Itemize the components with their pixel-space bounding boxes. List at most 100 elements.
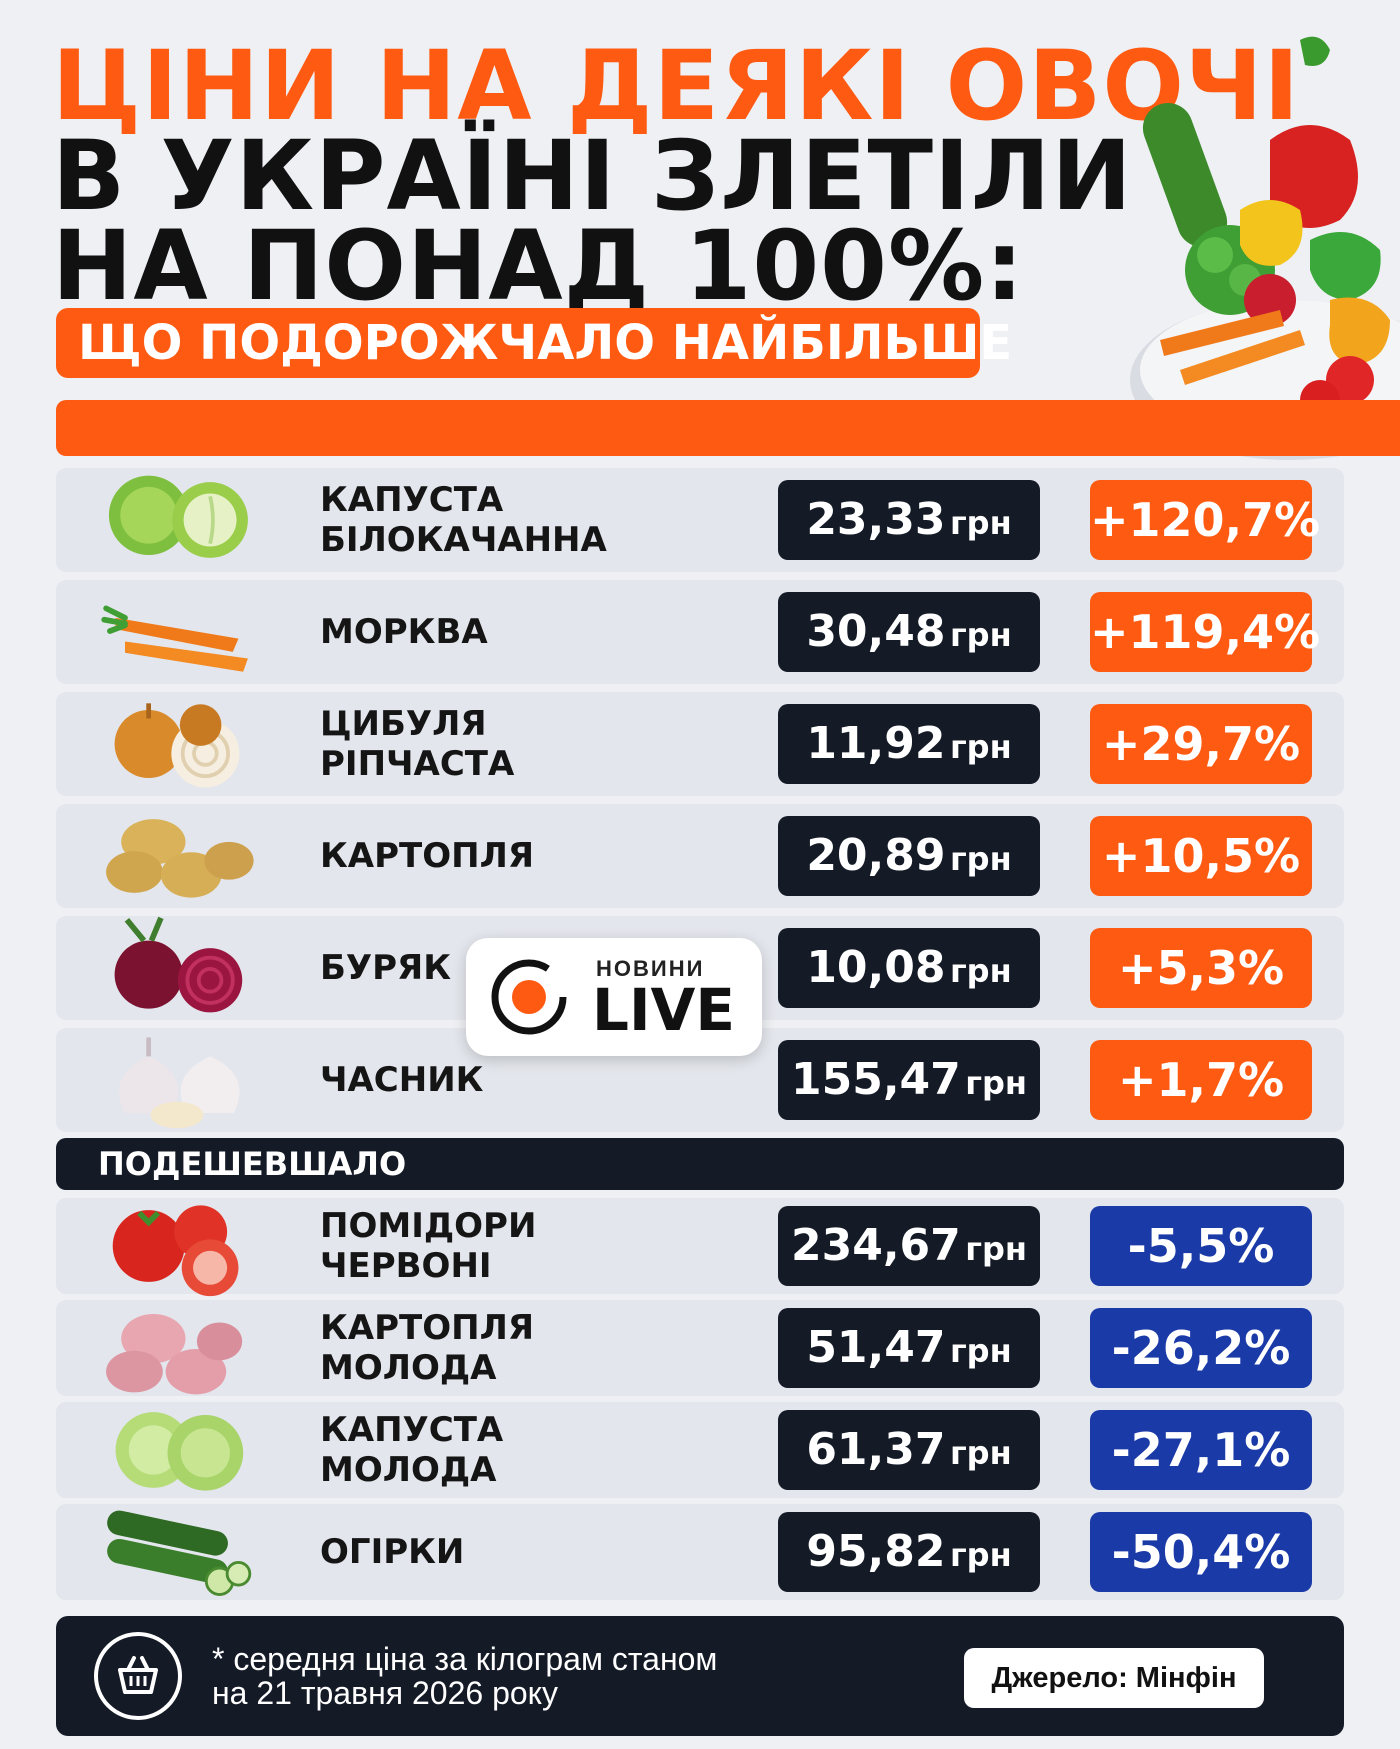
vegetable-name: ОГІРКИ [320, 1532, 464, 1572]
cabbage-icon [108, 475, 248, 558]
price-badge: 61,37 грн [778, 1410, 1040, 1490]
price-badge: 23,33 грн [778, 480, 1040, 560]
footnote: * середня ціна за кілограм станом на 21 … [212, 1642, 717, 1710]
price-badge: 10,08 грн [778, 928, 1040, 1008]
vegetable-name: БУРЯК [320, 948, 451, 988]
price-value: 30,48 [806, 606, 946, 657]
change-badge: +1,7% [1090, 1040, 1312, 1120]
basket-icon [94, 1632, 182, 1720]
vegetable-name-line-2: МОЛОДА [320, 1348, 497, 1388]
title-line-3: НА ПОНАД 100%: [52, 210, 1025, 322]
carrot-icon [101, 605, 248, 672]
vegetable-name-line-1: ОГІРКИ [320, 1532, 465, 1572]
table-row: КАРТОПЛЯ МОЛОДА 51,47 грн -26,2% [56, 1300, 1344, 1396]
price-badge: 51,47 грн [778, 1308, 1040, 1388]
vegetable-name-line-1: КАРТОПЛЯ [320, 1308, 534, 1348]
table-row: ЧАСНИК 155,47 грн +1,7% [56, 1028, 1344, 1132]
young-cabbage-icon [115, 1412, 244, 1491]
header-bar [56, 400, 1400, 456]
price-unit: грн [949, 952, 1012, 990]
vegetable-name: МОРКВА [320, 612, 488, 652]
vegetable-name-line-1: БУРЯК [320, 948, 452, 988]
vegetable-name-line-2: МОЛОДА [320, 1450, 497, 1490]
price-unit: грн [949, 616, 1012, 654]
vegetable-name: ЧАСНИК [320, 1060, 483, 1100]
price-unit: грн [949, 1332, 1012, 1370]
vegetable-name: КАПУСТА МОЛОДА [320, 1410, 503, 1490]
price-value: 23,33 [806, 494, 946, 545]
vegetables-bowl-icon [1130, 36, 1400, 460]
footer: * середня ціна за кілограм станом на 21 … [56, 1616, 1344, 1736]
vegetable-name-line-1: ЦИБУЛЯ [320, 704, 487, 744]
vegetable-name: КАРТОПЛЯ [320, 836, 534, 876]
price-badge: 20,89 грн [778, 816, 1040, 896]
price-badge: 95,82 грн [778, 1512, 1040, 1592]
change-badge: +29,7% [1090, 704, 1312, 784]
table-row: ПОМІДОРИ ЧЕРВОНІ 234,67 грн -5,5% [56, 1198, 1344, 1297]
price-unit: грн [949, 504, 1012, 542]
table-row: МОРКВА 30,48 грн +119,4% [56, 580, 1344, 684]
vegetable-name-line-2: РІПЧАСТА [320, 744, 515, 784]
novyny-live-logo: НОВИНИ LIVE [466, 938, 762, 1056]
live-dot-icon [491, 959, 567, 1035]
price-unit: грн [949, 1434, 1012, 1472]
price-value: 11,92 [806, 718, 946, 769]
change-badge: +5,3% [1090, 928, 1312, 1008]
change-badge: -50,4% [1090, 1512, 1312, 1592]
price-value: 95,82 [806, 1526, 946, 1577]
vegetable-name-line-1: ПОМІДОРИ [320, 1206, 537, 1246]
source-badge: Джерело: Мінфін [964, 1648, 1264, 1708]
subtitle-pill: ЩО ПОДОРОЖЧАЛО НАЙБІЛЬШЕ [56, 308, 1012, 378]
price-value: 61,37 [806, 1424, 946, 1475]
price-value: 51,47 [806, 1322, 946, 1373]
vegetable-name-line-1: МОРКВА [320, 612, 488, 652]
price-unit: грн [965, 1064, 1027, 1102]
beet-icon [114, 916, 243, 1013]
table-row: КАПУСТА БІЛОКАЧАННА 23,33 грн +120,7% [56, 468, 1344, 572]
vegetable-name-line-1: КАПУСТА [320, 480, 504, 520]
table-row: ЦИБУЛЯ РІПЧАСТА 11,92 грн +29,7% [56, 692, 1344, 796]
price-value: 10,08 [806, 942, 946, 993]
price-badge: 155,47 грн [778, 1040, 1040, 1120]
garlic-icon [119, 1037, 240, 1129]
price-unit: грн [949, 1536, 1012, 1574]
vegetable-name: ПОМІДОРИ ЧЕРВОНІ [320, 1206, 536, 1286]
cheaper-header: ПОДЕШЕВШАЛО [56, 1138, 1344, 1190]
table-row: КАПУСТА МОЛОДА 61,37 грн -27,1% [56, 1402, 1344, 1498]
vegetable-name-line-1: ЧАСНИК [320, 1060, 484, 1100]
price-unit: грн [949, 840, 1012, 878]
title-line-1: ЦІНИ НА ДЕЯКІ ОВОЧІ [52, 30, 1301, 142]
table-row: ОГІРКИ 95,82 грн -50,4% [56, 1504, 1344, 1600]
change-badge: -26,2% [1090, 1308, 1312, 1388]
title-line-2: В УКРАЇНІ ЗЛЕТІЛИ [52, 120, 1133, 232]
footnote-line-2: на 21 травня 2026 року [212, 1675, 559, 1711]
potato-icon [106, 819, 254, 898]
price-value: 155,47 [791, 1054, 961, 1105]
vegetable-name-line-2: ЧЕРВОНІ [320, 1246, 492, 1286]
tomato-icon [112, 1205, 239, 1297]
vegetable-name-line-2: БІЛОКАЧАННА [320, 520, 607, 560]
price-value: 20,89 [806, 830, 946, 881]
vegetable-name: КАПУСТА БІЛОКАЧАННА [320, 480, 607, 560]
vegetable-name: ЦИБУЛЯ РІПЧАСТА [320, 704, 514, 784]
logo-top-text: НОВИНИ [596, 956, 705, 981]
price-badge: 30,48 грн [778, 592, 1040, 672]
vegetable-name-line-1: КАПУСТА [320, 1410, 504, 1450]
vegetable-name-line-1: КАРТОПЛЯ [320, 836, 534, 876]
young-potato-icon [106, 1313, 243, 1395]
change-badge: +119,4% [1090, 592, 1320, 672]
change-badge: -5,5% [1090, 1206, 1312, 1286]
vegetable-name: КАРТОПЛЯ МОЛОДА [320, 1308, 534, 1388]
footnote-line-1: * середня ціна за кілограм станом [212, 1641, 718, 1677]
price-value: 234,67 [791, 1220, 961, 1271]
change-badge: +10,5% [1090, 816, 1312, 896]
cucumber-icon [107, 1510, 252, 1596]
change-badge: +120,7% [1090, 480, 1320, 560]
onion-icon [114, 703, 240, 788]
logo-main-text: LIVE [592, 976, 736, 1044]
change-badge: -27,1% [1090, 1410, 1312, 1490]
price-badge: 234,67 грн [778, 1206, 1040, 1286]
table-row: КАРТОПЛЯ 20,89 грн +10,5% [56, 804, 1344, 908]
price-unit: грн [949, 728, 1012, 766]
